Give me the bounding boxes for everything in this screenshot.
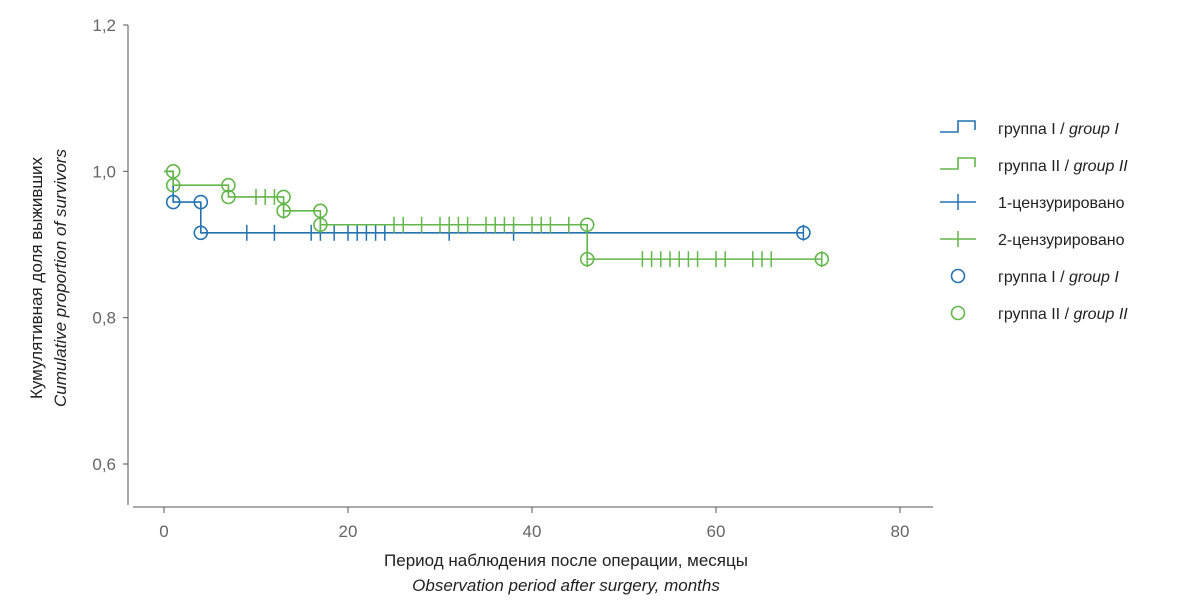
legend-label-en: group I: [1069, 269, 1119, 286]
y-tick-label: 1,2: [92, 16, 116, 35]
x-tick-label: 0: [159, 522, 168, 541]
legend-label-en: group I: [1069, 121, 1119, 138]
legend-label-ru: 2-цензурировано: [998, 232, 1125, 249]
legend-label-ru: группа I /: [998, 121, 1069, 138]
y-tick-label: 0,6: [92, 455, 116, 474]
series-layer: [164, 164, 830, 268]
event-marker: [165, 164, 181, 179]
legend-label: 1-цензурировано: [998, 195, 1125, 212]
event-marker: [221, 177, 236, 193]
series-group-1: [164, 170, 811, 241]
survival-step-line: [164, 170, 822, 260]
x-tick-label: 80: [891, 522, 910, 541]
legend-label-en: group II: [1073, 306, 1128, 323]
event-marker: [276, 203, 291, 219]
event-marker: [221, 189, 236, 205]
y-tick-label: 1,0: [92, 162, 116, 181]
legend-step-symbol: [940, 120, 976, 133]
x-axis-title-en: Observation period after surgery, months: [412, 576, 720, 595]
legend-item: группа I / group I: [940, 120, 1119, 138]
event-marker: [165, 194, 181, 210]
x-tick-label: 20: [339, 522, 358, 541]
legend-label-en: group II: [1073, 158, 1128, 175]
legend-label-ru: группа II /: [998, 158, 1073, 175]
event-marker: [193, 194, 209, 210]
legend-item: группа II / group II: [950, 305, 1128, 323]
event-marker: [165, 177, 181, 193]
legend-label: группа I / group I: [998, 121, 1119, 138]
event-marker: [579, 251, 595, 267]
x-tick-label: 60: [707, 522, 726, 541]
legend-item: 1-цензурировано: [940, 194, 1125, 212]
legend-circle-symbol: [950, 305, 966, 321]
legend-label: 2-цензурировано: [998, 232, 1125, 249]
legend: группа I / group I группа II / group II 1-…: [940, 120, 1128, 323]
event-marker: [276, 189, 291, 205]
event-marker: [814, 251, 830, 267]
event-marker: [796, 225, 811, 241]
legend-item: группа I / group I: [950, 268, 1119, 286]
legend-item: 2-цензурировано: [940, 231, 1125, 249]
legend-label-ru: группа I /: [998, 269, 1069, 286]
y-axis-title: Кумулятивная доля выживших: [27, 156, 46, 399]
survival-step-line: [164, 170, 804, 234]
x-tick-label: 40: [523, 522, 542, 541]
legend-label-ru: 1-цензурировано: [998, 195, 1125, 212]
legend-label: группа II / group II: [998, 306, 1128, 323]
event-marker: [193, 225, 209, 241]
legend-label-ru: группа II /: [998, 306, 1073, 323]
y-tick-label: 0,8: [92, 309, 116, 328]
legend-circle-symbol: [950, 268, 966, 284]
axes: 0,6 0,8 1,0 1,2 0 20 40 60 80: [92, 16, 933, 541]
y-axis-title-en: Cumulative proportion of survivors: [51, 149, 70, 407]
legend-label: группа I / group I: [998, 269, 1119, 286]
legend-item: группа II / group II: [940, 157, 1128, 175]
event-marker: [579, 217, 595, 233]
legend-label: группа II / group II: [998, 158, 1128, 175]
x-axis-title: Период наблюдения после операции, месяцы: [384, 551, 748, 570]
event-marker: [313, 217, 328, 233]
legend-step-symbol: [940, 157, 976, 170]
series-group-2: [164, 164, 830, 268]
event-marker: [313, 203, 328, 219]
